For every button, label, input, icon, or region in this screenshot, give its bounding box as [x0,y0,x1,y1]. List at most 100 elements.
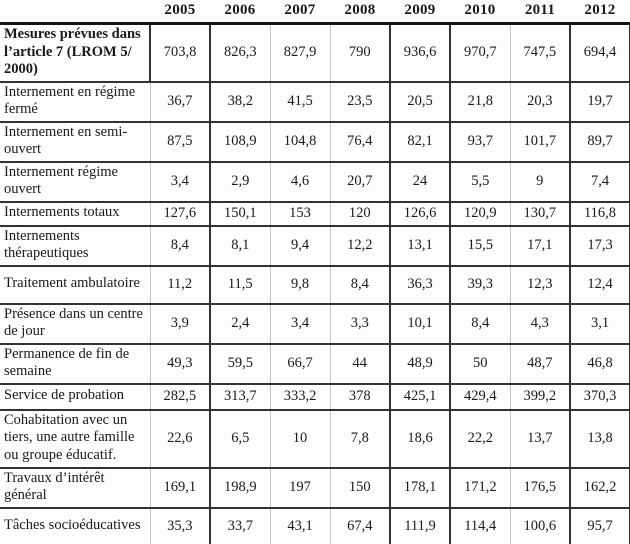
year-column-header: 2007 [270,0,330,25]
table-row: Service de probation 282,5 313,7 333,2 378 42… [0,383,630,410]
value-cell: 15,5 [449,225,510,266]
value-cell: 178,1 [389,467,450,508]
value-cell: 11,2 [149,265,210,304]
value-cell: 176,5 [509,467,570,508]
value-cell: 39,3 [449,265,510,304]
value-cell: 13,8 [569,409,630,468]
value-cell: 48,7 [509,343,570,384]
value-cell: 5,5 [449,161,510,202]
value-cell: 4,6 [269,161,330,202]
value-cell: 104,8 [269,121,330,162]
value-cell: 46,8 [569,343,630,384]
value-cell: 9,4 [269,225,330,266]
value-cell: 95,7 [569,507,630,544]
value-cell: 425,1 [389,383,450,410]
value-cell: 44 [329,343,390,384]
value-cell: 169,1 [149,467,210,508]
measures-table-body: Mesures prévues dans l’article 7 (LROM 5… [0,23,630,544]
table-row: Internements thérapeutiques 8,4 8,1 9,4 12,2… [0,225,630,266]
value-cell: 12,4 [569,265,630,304]
value-cell: 101,7 [509,121,570,162]
value-cell: 36,7 [149,81,210,122]
value-cell: 3,4 [149,161,210,202]
value-cell: 826,3 [209,23,270,82]
row-label: Internement en régime fermé [4,83,136,118]
value-cell: 313,7 [209,383,270,410]
value-cell: 3,4 [269,303,330,344]
value-cell: 150,1 [209,201,270,226]
value-cell: 18,6 [389,409,450,468]
value-cell: 120,9 [449,201,510,226]
value-cell: 41,5 [269,81,330,122]
value-cell: 197 [269,467,330,508]
value-cell: 66,7 [269,343,330,384]
value-cell: 171,2 [449,467,510,508]
table-row: Travaux d’intérêt général 169,1 198,9 197 15… [0,467,630,508]
value-cell: 130,7 [509,201,570,226]
value-cell: 59,5 [209,343,270,384]
value-cell: 827,9 [269,23,330,82]
value-cell: 20,3 [509,81,570,122]
value-cell: 17,1 [509,225,570,266]
table-row: Internement en semi-ouvert 87,5 108,9 104,8… [0,121,630,162]
value-cell: 24 [389,161,450,202]
value-cell: 12,3 [509,265,570,304]
value-cell: 100,6 [509,507,570,544]
value-cell: 370,3 [569,383,630,410]
table-row: Cohabitation avec un tiers, une autre fa… [0,409,630,468]
row-label: Tâches socioéducatives [4,517,141,534]
year-column-header: 2005 [150,0,210,25]
value-cell: 11,5 [209,265,270,304]
value-cell: 8,4 [449,303,510,344]
value-cell: 3,3 [329,303,390,344]
row-label: Internement en semi-ouvert [4,123,128,158]
row-label: Service de probation [4,387,124,404]
value-cell: 2,9 [209,161,270,202]
table-row: Tâches socioéducatives 35,3 33,7 43,1 67,4 11… [0,507,630,544]
value-cell: 9 [509,161,570,202]
value-cell: 703,8 [149,23,210,82]
table-row: Internement en régime fermé 36,7 38,2 41,5 2… [0,81,630,122]
row-label: Mesures prévues dans l’article 7 (LROM 5… [0,23,151,82]
value-cell: 120 [329,201,390,226]
value-cell: 747,5 [509,23,570,82]
table-row: Internement régime ouvert 3,4 2,9 4,6 20,7 24… [0,161,630,202]
value-cell: 3,9 [149,303,210,344]
row-label: Présence dans un centre de jour [4,305,143,340]
value-cell: 9,8 [269,265,330,304]
value-cell: 8,4 [329,265,390,304]
value-cell: 22,6 [149,409,210,468]
value-cell: 36,3 [389,265,450,304]
value-cell: 12,2 [329,225,390,266]
value-cell: 38,2 [209,81,270,122]
value-cell: 87,5 [149,121,210,162]
value-cell: 127,6 [149,201,210,226]
value-cell: 82,1 [389,121,450,162]
row-label: Internements thérapeutiques [4,227,89,262]
value-cell: 10 [269,409,330,468]
row-label: Cohabitation avec un tiers, une autre fa… [4,411,135,463]
year-column-header: 2008 [330,0,390,25]
table-row: Traitement ambulatoire 11,2 11,5 9,8 8,4 36,3… [0,265,630,304]
value-cell: 7,8 [329,409,390,468]
value-cell: 93,7 [449,121,510,162]
year-column-header: 2011 [510,0,570,25]
value-cell: 6,5 [209,409,270,468]
table-row: Permanence de fin de semaine 49,3 59,5 66,7… [0,343,630,384]
year-column-header: 2009 [390,0,450,25]
value-cell: 48,9 [389,343,450,384]
value-cell: 3,1 [569,303,630,344]
value-cell: 790 [329,23,390,82]
value-cell: 378 [329,383,390,410]
value-cell: 35,3 [149,507,210,544]
table-row: Présence dans un centre de jour 3,9 2,4 3,4… [0,303,630,344]
value-cell: 8,4 [149,225,210,266]
row-label: Internement régime ouvert [4,163,118,198]
table-row: Mesures prévues dans l’article 7 (LROM 5… [0,23,630,82]
value-cell: 429,4 [449,383,510,410]
value-cell: 43,1 [269,507,330,544]
value-cell: 20,7 [329,161,390,202]
value-cell: 67,4 [329,507,390,544]
